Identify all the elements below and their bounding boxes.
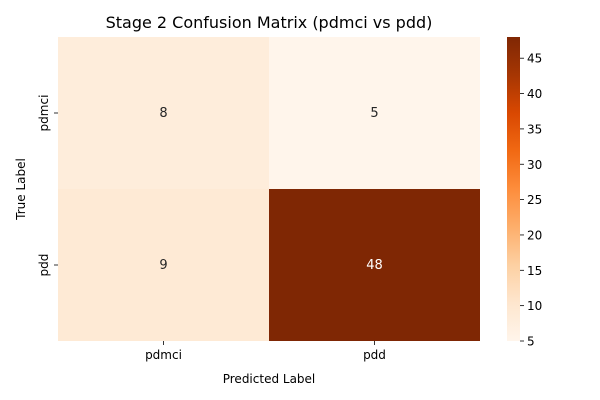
heatmap-cell: [58, 189, 269, 341]
x-axis-ticks: pdmci pdd: [145, 341, 386, 362]
colorbar-tick-label: 35: [527, 122, 542, 136]
colorbar-tick-label: 25: [527, 193, 542, 207]
chart-title: Stage 2 Confusion Matrix (pdmci vs pdd): [106, 13, 433, 32]
y-tick-label: pdd: [37, 254, 51, 277]
y-tick-label: pdmci: [37, 95, 51, 132]
heatmap-cells: [58, 37, 480, 341]
cell-value-label: 5: [370, 106, 378, 121]
colorbar: [507, 37, 520, 341]
colorbar-tick-label: 45: [527, 52, 542, 66]
colorbar-ticks: 5 10 15 20 25 30 35 40 45: [520, 52, 542, 349]
heatmap-cell-labels: 8 5 9 48: [159, 106, 382, 273]
colorbar-tick-label: 40: [527, 87, 542, 101]
cell-value-label: 8: [159, 106, 167, 121]
colorbar-tick-label: 30: [527, 158, 542, 172]
x-tick-label: pdd: [363, 348, 386, 362]
y-axis-label: True Label: [14, 158, 28, 221]
heatmap-cell: [269, 189, 480, 341]
x-tick-label: pdmci: [145, 348, 182, 362]
heatmap-cell: [58, 37, 269, 189]
colorbar-tick-label: 10: [527, 299, 542, 313]
heatmap-cell: [269, 37, 480, 189]
x-axis-label: Predicted Label: [223, 372, 316, 386]
colorbar-tick-label: 20: [527, 228, 542, 242]
cell-value-label: 9: [159, 258, 167, 273]
colorbar-tick-label: 15: [527, 264, 542, 278]
cell-value-label: 48: [366, 258, 383, 273]
y-axis-ticks: pdmci pdd: [37, 95, 58, 277]
colorbar-tick-label: 5: [527, 335, 535, 349]
